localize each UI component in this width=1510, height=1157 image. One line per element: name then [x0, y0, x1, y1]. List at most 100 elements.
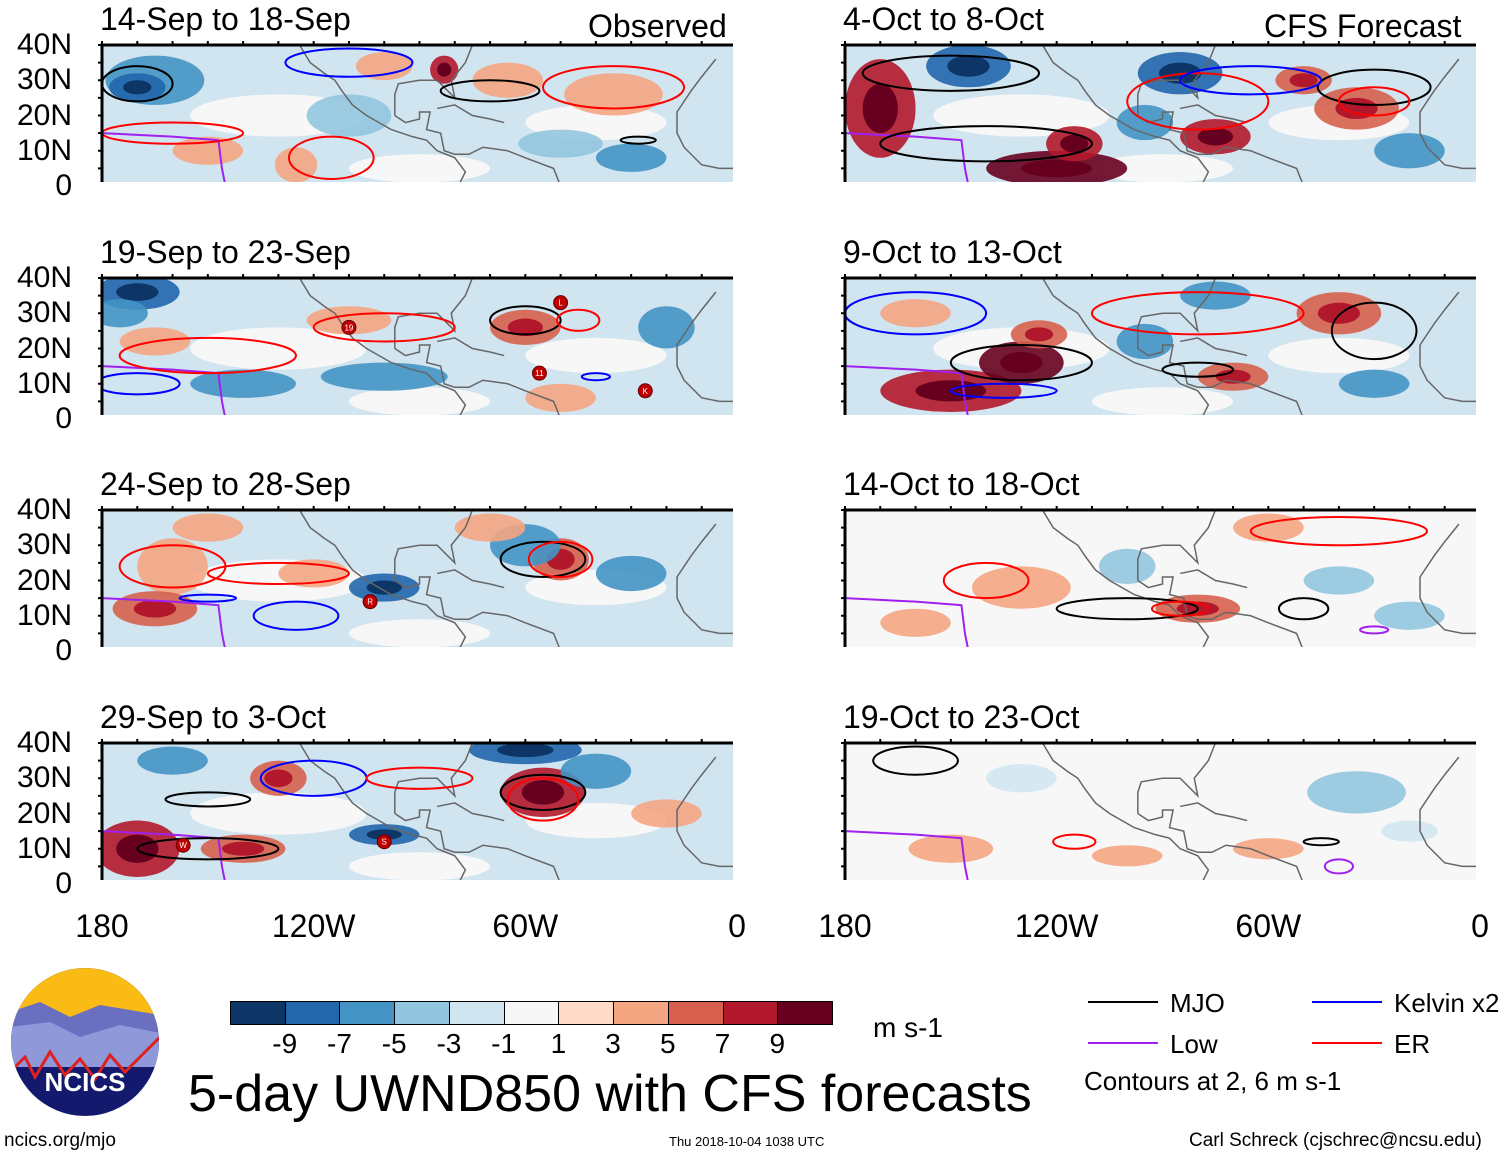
- kelvin-contour: [284, 47, 414, 78]
- y-tick-label: 20N: [16, 796, 72, 830]
- x-tick-label: 60W: [492, 908, 559, 944]
- wind-anomaly-region: [102, 299, 148, 328]
- coastline: [394, 111, 560, 182]
- y-tick-label: 30N: [16, 528, 72, 562]
- mjo-contour: [499, 540, 587, 578]
- map-panel: R: [98, 506, 733, 647]
- er-contour: [556, 308, 601, 332]
- coastline: [1041, 510, 1210, 647]
- panel-title: 19-Oct to 23-Oct: [843, 699, 1080, 735]
- x-tick-label: 120W: [1014, 908, 1099, 944]
- coastline: [394, 510, 474, 581]
- coastline: [1137, 743, 1217, 814]
- wind-anomaly-region: [1307, 771, 1406, 814]
- kelvin-contour: [1179, 65, 1323, 96]
- wind-anomaly-region: [595, 143, 667, 172]
- mjo-contour: [164, 791, 252, 808]
- storm-label: W: [179, 841, 187, 850]
- wind-anomaly-region: [1116, 104, 1174, 141]
- er-contour: [1126, 72, 1270, 131]
- kelvin-contour: [580, 372, 611, 382]
- map-panel: [841, 274, 1476, 415]
- wind-anomaly-region: [1091, 845, 1163, 867]
- footer-credit: Carl Schreck (cjschrec@ncsu.edu): [1189, 1130, 1482, 1151]
- coastline: [676, 756, 733, 868]
- wind-anomaly-region: [1233, 513, 1304, 542]
- x-tick-label: 180: [75, 908, 129, 944]
- y-tick-label: 0: [55, 634, 72, 667]
- coastline: [394, 344, 560, 415]
- er-contour: [206, 561, 350, 586]
- wind-anomaly-region: [274, 147, 318, 182]
- coastline: [436, 104, 505, 124]
- coastline: [1041, 278, 1210, 415]
- footer-url[interactable]: ncics.org/mjo: [4, 1130, 116, 1151]
- y-tick-label: 40N: [16, 261, 72, 294]
- low-contour: [1359, 625, 1390, 635]
- low-contour: [845, 597, 969, 647]
- wind-anomaly-region: [595, 555, 667, 592]
- wind-anomaly-region: [908, 834, 994, 863]
- wind-anomaly-region: [1233, 838, 1304, 860]
- colorbar-label: -7: [327, 1028, 352, 1059]
- mjo-contour: [1161, 361, 1235, 378]
- y-tick-label: 10N: [16, 831, 72, 865]
- coastline: [676, 58, 733, 170]
- mjo-contour: [1055, 597, 1199, 621]
- er-contour: [1150, 600, 1210, 617]
- coastline: [676, 291, 733, 403]
- coastline: [1179, 802, 1248, 822]
- coastline: [1419, 523, 1476, 635]
- er-contour: [312, 312, 456, 343]
- colorbar-swatch: [284, 1001, 341, 1025]
- tropical-cyclone-marker: 11: [531, 365, 547, 381]
- kelvin-contour: [102, 372, 181, 396]
- colorbar-label: 7: [714, 1028, 731, 1059]
- wind-anomaly-region: [1374, 133, 1445, 169]
- mjo-contour: [1277, 597, 1330, 621]
- x-tick-label: 180: [818, 908, 872, 944]
- wind-anomaly-region: [564, 73, 663, 116]
- low-contour: [1323, 858, 1354, 875]
- legend-line: [1312, 1042, 1382, 1044]
- coastline: [1137, 344, 1303, 415]
- coastline: [1041, 743, 1210, 880]
- legend-line: [1088, 1001, 1158, 1003]
- tropical-cyclone-marker: S: [376, 834, 392, 850]
- legend-label: Low: [1170, 1029, 1218, 1059]
- tropical-cyclone-marker: K: [637, 383, 653, 399]
- wind-anomaly-region: [638, 306, 695, 349]
- mjo-contour: [861, 54, 1041, 92]
- coastline: [1419, 756, 1476, 868]
- wind-anomaly-region: [320, 362, 448, 391]
- colorbar-swatch: [448, 1001, 505, 1025]
- kelvin-contour: [949, 382, 1058, 399]
- colorbar-label: -5: [381, 1028, 407, 1059]
- y-tick-label: 30N: [16, 63, 72, 97]
- storm-label: 11: [535, 369, 544, 378]
- panel-title: 29-Sep to 3-Oct: [100, 699, 326, 735]
- er-contour: [1090, 291, 1305, 336]
- colorbar-label: 9: [769, 1028, 786, 1059]
- colorbar-label: 3: [605, 1028, 621, 1059]
- ncics-logo: NCICS: [11, 968, 159, 1116]
- coastline: [1179, 104, 1248, 124]
- mjo-contour: [102, 65, 174, 103]
- coastline: [394, 809, 560, 880]
- wind-anomaly-region: [172, 513, 244, 542]
- wind-anomaly-region: [137, 538, 208, 595]
- storm-label: S: [382, 838, 387, 847]
- coastline: [298, 45, 467, 182]
- y-tick-label: 10N: [16, 366, 72, 400]
- x-tick-label: 60W: [1235, 908, 1302, 944]
- kelvin-contour: [178, 593, 238, 603]
- y-tick-label: 0: [55, 169, 72, 202]
- legend-label: MJO: [1170, 988, 1225, 1018]
- wind-anomaly-region: [525, 383, 596, 412]
- mjo-contour: [949, 343, 1093, 382]
- coastline: [1137, 809, 1303, 880]
- coastline: [1419, 58, 1476, 170]
- low-contour: [845, 365, 969, 415]
- x-tick-label: 120W: [271, 908, 356, 944]
